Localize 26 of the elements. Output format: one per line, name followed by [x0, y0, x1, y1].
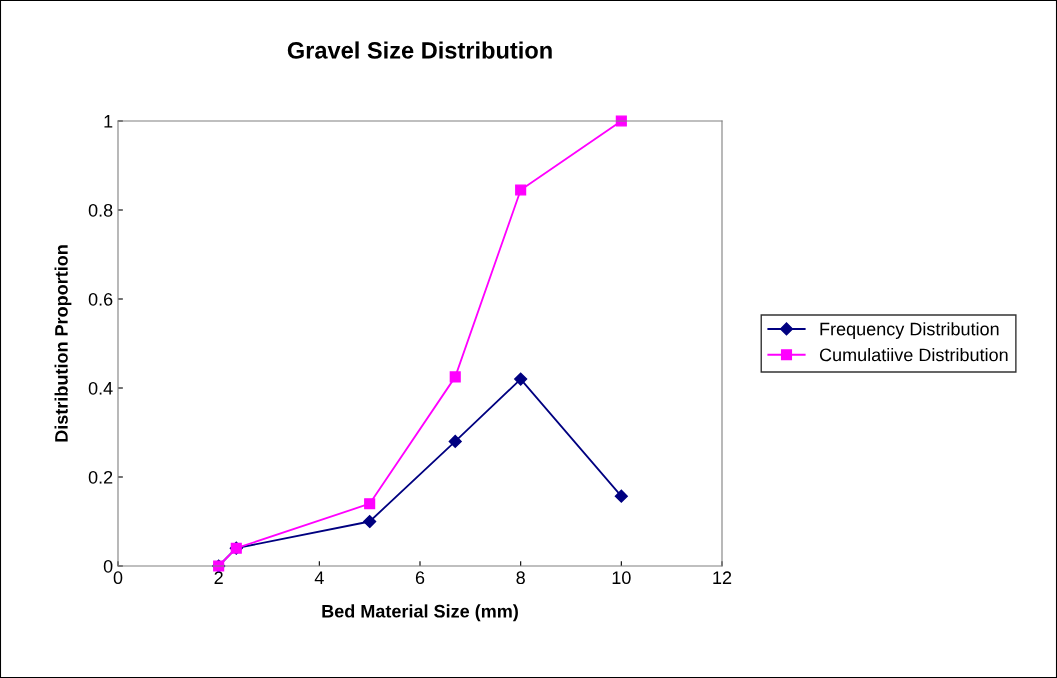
y-tick-label: 1 [104, 115, 113, 128]
x-tick-label: 6 [415, 571, 425, 585]
chart-title: Gravel Size Distribution [287, 41, 552, 59]
y-axis-title: Distribution Proportion [54, 245, 72, 442]
legend-label: Cumulatiive Distribution [819, 348, 1008, 362]
x-tick-label: 10 [612, 571, 631, 585]
x-tick-label: 12 [713, 571, 732, 584]
x-tick-label: 8 [516, 571, 525, 585]
point [449, 371, 461, 383]
y-tick-label: 0.8 [88, 203, 113, 217]
point [514, 372, 528, 386]
y-tick-label: 0.6 [88, 292, 113, 306]
legend-label: Frequency Distribution [820, 322, 999, 339]
x-tick-label: 0 [113, 571, 123, 585]
point [363, 514, 377, 529]
y-tick-label: 0.4 [88, 381, 113, 395]
point [364, 498, 376, 510]
x-tick-label: 4 [314, 571, 324, 584]
point [515, 184, 527, 196]
x-tick-label: 2 [214, 571, 223, 584]
y-tick-label: 0 [103, 559, 113, 573]
y-tick-label: 0.2 [88, 470, 113, 484]
point [448, 434, 462, 448]
x-axis-title: Bed Material Size (mm) [322, 604, 518, 622]
point [614, 489, 628, 503]
point [615, 115, 627, 127]
